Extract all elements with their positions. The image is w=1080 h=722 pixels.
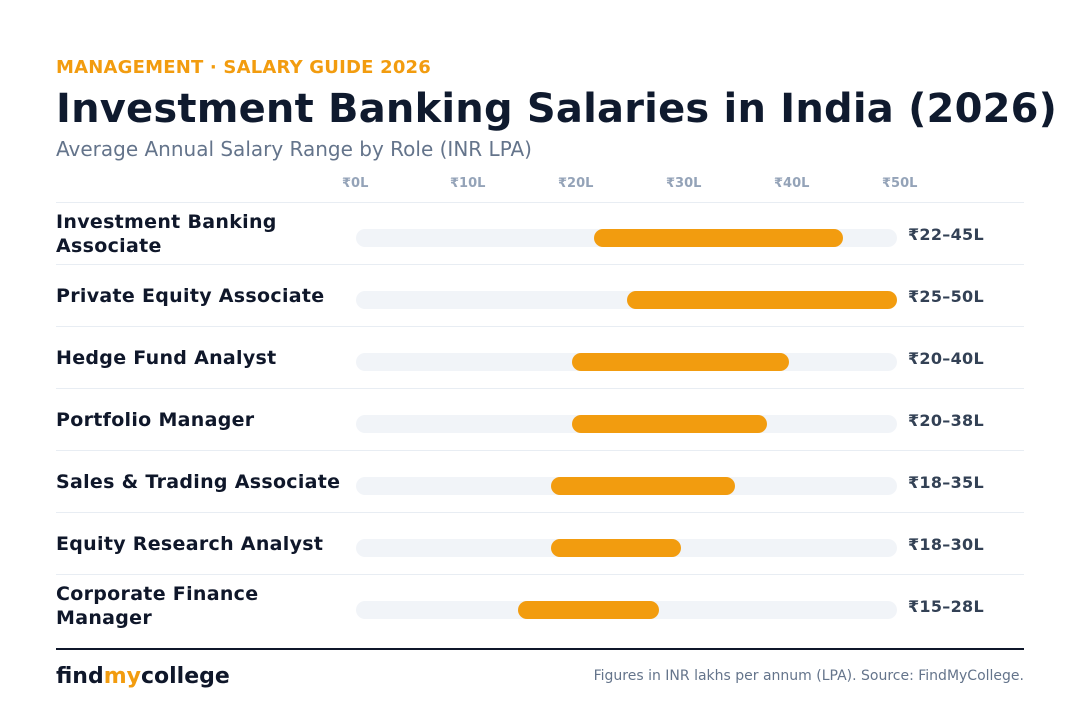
range-track	[356, 601, 897, 619]
range-track	[356, 477, 897, 495]
range-track	[356, 539, 897, 557]
x-tick-label: ₹20L	[558, 176, 594, 191]
role-label: Investment Banking Associate	[56, 211, 277, 257]
source-note: Figures in INR lakhs per annum (LPA). So…	[593, 668, 1024, 684]
range-value-label: ₹20–38L	[908, 410, 984, 430]
x-tick-label: ₹50L	[882, 176, 918, 191]
range-track	[356, 291, 897, 309]
chart-row: Private Equity Associate ₹25–50L	[56, 264, 1024, 326]
chart-row: Hedge Fund Analyst ₹20–40L	[56, 326, 1024, 388]
range-value-label: ₹25–50L	[908, 286, 984, 306]
chart-row: Investment Banking Associate ₹22–45L	[56, 202, 1024, 264]
salary-range-bar	[594, 229, 843, 247]
range-value-label: ₹22–45L	[908, 224, 984, 244]
range-value-label: ₹18–30L	[908, 534, 984, 554]
x-tick-label: ₹30L	[666, 176, 702, 191]
footer-divider	[56, 648, 1024, 650]
chart-row: Corporate Finance Manager ₹15–28L	[56, 574, 1024, 636]
salary-range-bar	[572, 415, 768, 433]
role-label: Equity Research Analyst	[56, 533, 324, 555]
x-tick-label: ₹10L	[450, 176, 486, 191]
role-label: Portfolio Manager	[56, 409, 255, 431]
role-label: Corporate Finance Manager	[56, 583, 259, 629]
page-title: Investment Banking Salaries in India (20…	[56, 86, 1058, 132]
role-label: Hedge Fund Analyst	[56, 347, 277, 369]
salary-range-bar	[572, 353, 789, 371]
x-tick-label: ₹40L	[774, 176, 810, 191]
salary-range-bar	[518, 601, 659, 619]
salary-range-bar	[550, 477, 735, 495]
chart-row: Portfolio Manager ₹20–38L	[56, 388, 1024, 450]
salary-chart: Investment Banking Associate ₹22–45L Priva…	[56, 202, 1024, 636]
eyebrow-label: MANAGEMENT · SALARY GUIDE 2026	[56, 57, 431, 78]
salary-range-bar	[626, 291, 897, 309]
page-subtitle: Average Annual Salary Range by Role (INR…	[56, 137, 532, 161]
range-track	[356, 353, 897, 371]
range-value-label: ₹18–35L	[908, 472, 984, 492]
chart-row: Equity Research Analyst ₹18–30L	[56, 512, 1024, 574]
role-label: Private Equity Associate	[56, 285, 325, 307]
salary-range-bar	[550, 539, 681, 557]
x-tick-label: ₹0L	[342, 176, 369, 191]
range-track	[356, 229, 897, 247]
findmycollege-logo: findmycollege	[56, 664, 230, 689]
range-value-label: ₹20–40L	[908, 348, 984, 368]
range-value-label: ₹15–28L	[908, 596, 984, 616]
range-track	[356, 415, 897, 433]
role-label: Sales & Trading Associate	[56, 471, 341, 493]
chart-row: Sales & Trading Associate ₹18–35L	[56, 450, 1024, 512]
x-axis-ticks: ₹0L ₹10L ₹20L ₹30L ₹40L ₹50L	[0, 176, 1080, 194]
